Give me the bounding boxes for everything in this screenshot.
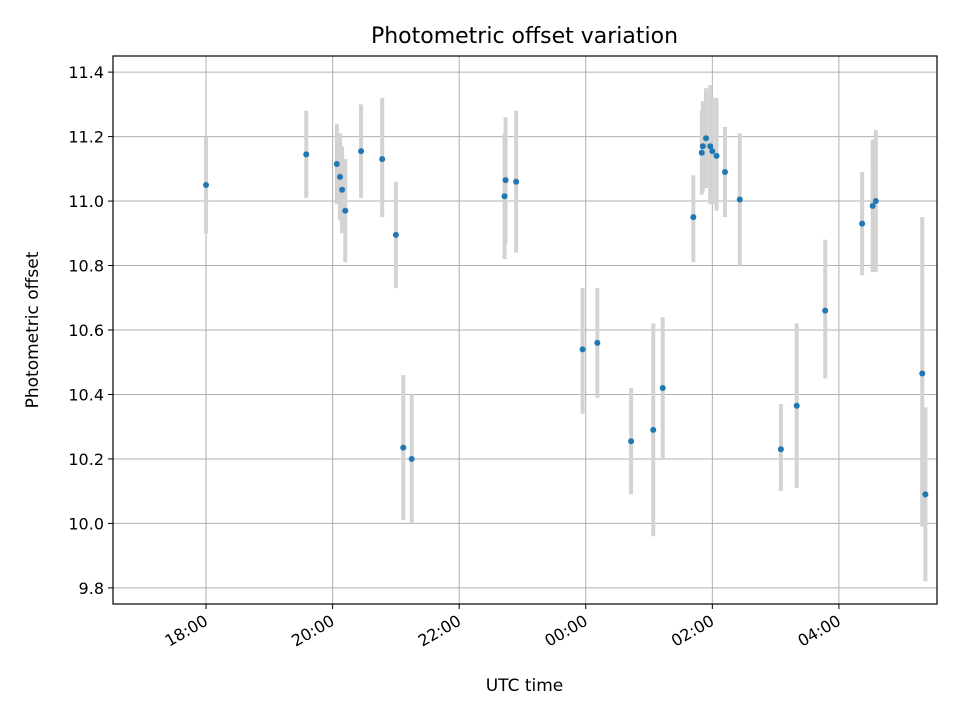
- data-point: [336, 173, 343, 180]
- y-tick-label: 11.0: [68, 192, 104, 211]
- data-point: [707, 143, 714, 150]
- data-point: [699, 143, 706, 150]
- data-point: [358, 148, 365, 155]
- data-point: [400, 444, 407, 451]
- y-axis-ticks: 9.8 10.0 10.2 10.4 10.6 10.8 11.0 11.2 11.4: [68, 63, 113, 598]
- data-point: [579, 346, 586, 353]
- chart-title: Photometric offset variation: [371, 24, 678, 49]
- data-point: [859, 220, 866, 227]
- data-point: [713, 152, 720, 159]
- data-point: [594, 339, 601, 346]
- data-point: [793, 402, 800, 409]
- data-point: [501, 193, 508, 200]
- grid: [113, 56, 937, 604]
- data-point: [721, 169, 728, 176]
- y-tick-label: 10.6: [68, 321, 104, 340]
- data-point: [513, 178, 520, 185]
- data-point: [872, 198, 879, 205]
- y-tick-label: 11.4: [68, 63, 104, 82]
- y-tick-label: 10.2: [68, 450, 104, 469]
- data-point: [502, 177, 509, 184]
- data-point: [777, 446, 784, 453]
- y-tick-label: 9.8: [79, 579, 104, 598]
- y-tick-label: 11.2: [68, 128, 104, 147]
- data-point: [690, 214, 697, 221]
- y-axis-label: Photometric offset: [23, 251, 43, 408]
- data-point: [342, 207, 349, 214]
- y-tick-label: 10.4: [68, 385, 104, 404]
- data-point: [698, 149, 705, 156]
- data-point: [333, 160, 340, 167]
- data-point: [408, 455, 415, 462]
- data-point: [736, 196, 743, 203]
- data-point: [822, 307, 829, 314]
- y-tick-label: 10.0: [68, 514, 104, 533]
- data-point: [919, 370, 926, 377]
- y-tick-label: 10.8: [68, 257, 104, 276]
- data-point: [203, 181, 210, 188]
- data-point: [922, 491, 929, 498]
- data-point: [303, 151, 310, 158]
- data-point: [628, 438, 635, 445]
- data-point: [709, 148, 716, 155]
- data-point: [392, 231, 399, 238]
- data-point: [869, 202, 876, 209]
- x-axis-label: UTC time: [486, 676, 564, 696]
- data-point: [659, 385, 666, 392]
- data-point: [650, 426, 657, 433]
- data-point: [379, 156, 386, 163]
- data-points: [203, 135, 929, 498]
- data-point: [339, 186, 346, 193]
- data-point: [703, 135, 710, 142]
